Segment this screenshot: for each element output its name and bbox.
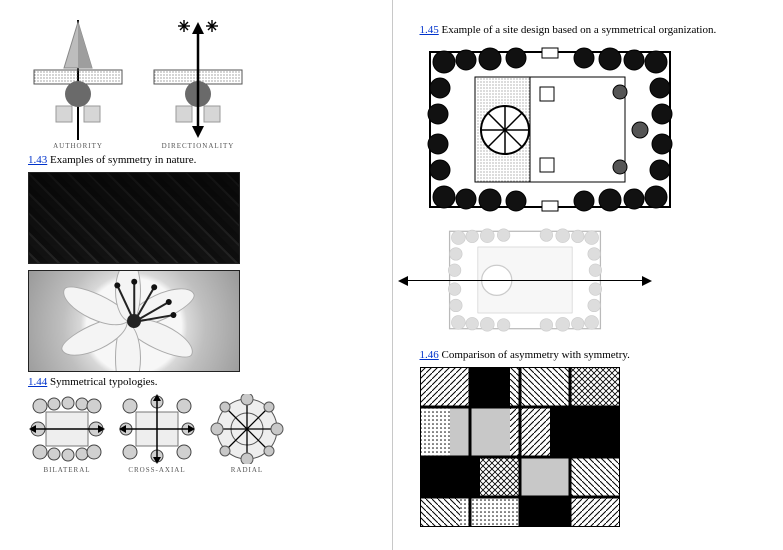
caption-146-text: Comparison of asymmetry with symmetry. (439, 349, 630, 361)
top-diagram-row: AUTHORITY (28, 20, 364, 150)
directionality-diagram (148, 20, 248, 140)
caption-145: 1.45 Example of a site design based on a… (420, 24, 756, 36)
typology-crossaxial-label: CROSS-AXIAL (128, 466, 185, 474)
caption-143-text: Examples of symmetry in nature. (47, 154, 196, 166)
typology-radial: RADIAL (208, 394, 286, 474)
site-plan (420, 42, 680, 217)
mirror-axis-arrow (400, 280, 650, 281)
left-page: AUTHORITY (0, 0, 392, 550)
authority-label: AUTHORITY (53, 142, 103, 150)
page-divider (392, 0, 393, 550)
caption-144: 1.44 Symmetrical typologies. (28, 376, 364, 388)
figure-link-146[interactable]: 1.46 (420, 349, 439, 361)
authority-diagram-block: AUTHORITY (28, 20, 128, 150)
figure-link-144[interactable]: 1.44 (28, 376, 47, 388)
caption-145-text: Example of a site design based on a symm… (439, 24, 716, 36)
typology-bilateral-label: BILATERAL (43, 466, 90, 474)
photo-fern (28, 172, 240, 264)
figure-link-143[interactable]: 1.43 (28, 154, 47, 166)
page-spread: AUTHORITY (0, 0, 783, 550)
typology-cross-axial: CROSS-AXIAL (118, 394, 196, 474)
directionality-diagram-block: DIRECTIONALITY (148, 20, 248, 150)
right-page: 1.45 Example of a site design based on a… (392, 0, 783, 550)
typology-bilateral: BILATERAL (28, 394, 106, 474)
directionality-label: DIRECTIONALITY (162, 142, 235, 150)
asymmetry-diagram (420, 367, 620, 527)
caption-146: 1.46 Comparison of asymmetry with symmet… (420, 349, 756, 361)
photo-lily (28, 270, 240, 372)
figure-link-145[interactable]: 1.45 (420, 24, 439, 36)
caption-143: 1.43 Examples of symmetry in nature. (28, 154, 364, 166)
authority-diagram (28, 20, 128, 140)
ghost-site-plan (420, 225, 630, 335)
caption-144-text: Symmetrical typologies. (47, 376, 157, 388)
typology-radial-label: RADIAL (231, 466, 263, 474)
typology-row: BILATERAL CROSS-AXIAL (28, 394, 364, 474)
